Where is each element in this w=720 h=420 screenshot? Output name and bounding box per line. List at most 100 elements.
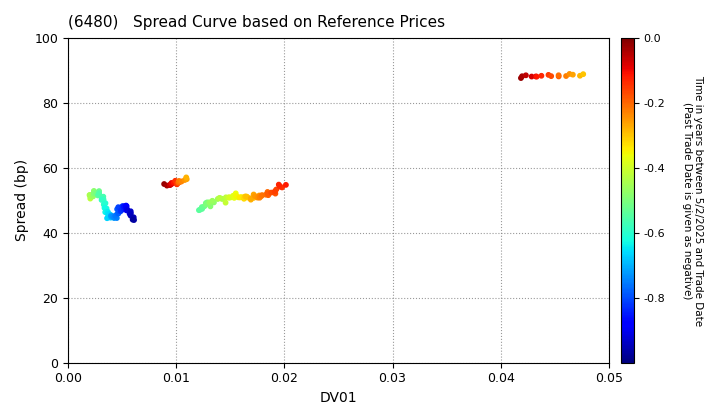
Point (194, 206, 206, 213)
Point (235, 194, 247, 200)
Point (173, 179, 184, 186)
Point (102, 210, 113, 217)
Point (212, 196, 223, 202)
Point (121, 203, 132, 210)
Point (102, 215, 113, 222)
Point (240, 193, 252, 200)
Point (230, 192, 242, 199)
Point (176, 178, 187, 185)
Point (546, 73, 557, 79)
Point (84, 192, 95, 199)
Point (553, 73, 564, 80)
Point (274, 183, 285, 189)
Point (88, 188, 99, 194)
Point (196, 204, 207, 210)
Point (84, 192, 96, 198)
Point (89, 188, 100, 195)
Point (269, 190, 281, 197)
Point (274, 184, 286, 190)
Point (216, 195, 228, 202)
Point (108, 215, 120, 221)
Point (115, 208, 127, 215)
Point (121, 206, 132, 213)
Point (99, 200, 111, 207)
Point (111, 215, 122, 221)
X-axis label: DV01: DV01 (320, 391, 357, 405)
Point (202, 199, 213, 206)
Point (213, 195, 225, 202)
Point (124, 210, 135, 217)
Point (97, 193, 109, 200)
Point (234, 194, 246, 201)
Point (174, 178, 185, 184)
Point (120, 204, 132, 210)
Point (158, 181, 170, 187)
Point (271, 186, 282, 193)
Point (248, 194, 259, 201)
Point (161, 182, 173, 189)
Point (107, 213, 118, 220)
Point (520, 72, 531, 79)
Point (553, 72, 564, 79)
Point (89, 190, 100, 197)
Point (560, 73, 572, 79)
Point (253, 193, 265, 199)
Point (249, 193, 261, 199)
Point (92, 192, 104, 199)
Point (228, 194, 240, 201)
Point (86, 192, 98, 199)
Point (120, 205, 131, 211)
Point (223, 194, 235, 201)
Point (181, 176, 192, 183)
Y-axis label: Spread (bp): Spread (bp) (15, 159, 29, 242)
Point (276, 184, 288, 191)
Point (115, 207, 127, 213)
Point (107, 214, 118, 220)
Point (248, 191, 259, 198)
Point (214, 194, 225, 201)
Point (208, 199, 220, 206)
Point (222, 194, 234, 201)
Point (262, 189, 274, 195)
Point (171, 181, 183, 187)
Point (101, 205, 112, 212)
Point (125, 210, 137, 217)
Point (125, 208, 137, 215)
Point (96, 195, 107, 202)
Point (200, 200, 212, 207)
Point (90, 189, 102, 196)
Point (92, 192, 104, 198)
Point (120, 207, 132, 214)
Point (207, 197, 218, 204)
Point (217, 195, 228, 202)
Point (225, 194, 236, 201)
Point (273, 181, 284, 188)
Point (174, 178, 186, 185)
Point (245, 195, 256, 202)
Point (197, 205, 208, 212)
Point (238, 194, 249, 201)
Point (262, 190, 274, 197)
Point (84, 195, 96, 202)
Point (99, 205, 110, 211)
Point (254, 194, 266, 201)
Point (99, 209, 111, 215)
Point (106, 214, 117, 220)
Point (102, 208, 114, 215)
Point (516, 73, 528, 79)
Point (193, 207, 204, 213)
Point (122, 207, 134, 214)
Point (252, 194, 264, 201)
Point (118, 206, 130, 213)
Point (220, 194, 232, 201)
Point (127, 216, 138, 223)
Point (280, 181, 292, 188)
Point (166, 181, 177, 187)
Point (120, 203, 132, 210)
Point (168, 179, 179, 186)
Point (256, 192, 268, 199)
Point (104, 211, 115, 218)
Point (94, 189, 105, 196)
Point (118, 203, 130, 210)
Point (241, 194, 253, 200)
